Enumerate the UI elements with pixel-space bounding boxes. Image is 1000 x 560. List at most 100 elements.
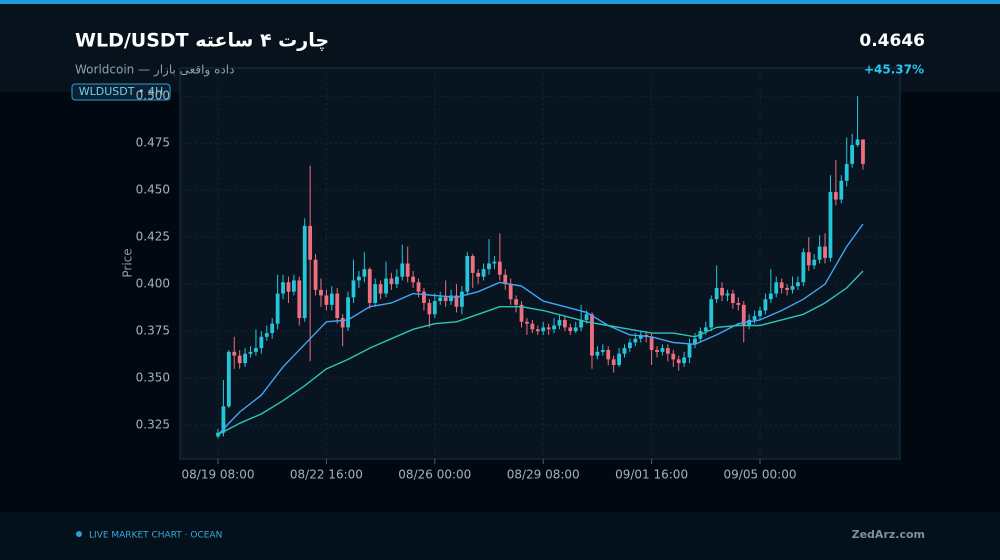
- candle-body: [411, 276, 416, 283]
- candle-body: [817, 246, 822, 260]
- candle-body: [508, 284, 513, 300]
- candle-body: [671, 353, 676, 360]
- candle-body: [595, 351, 600, 356]
- candle-body: [346, 297, 350, 328]
- candle-body: [812, 259, 817, 266]
- y-axis-label: Price: [121, 248, 135, 277]
- candle-body: [573, 327, 578, 332]
- y-tick-label: 0.500: [136, 89, 170, 103]
- title: WLD/USDT چارت ۴ ساعته: [75, 30, 329, 52]
- candle-body: [232, 351, 237, 356]
- candle-body: [741, 304, 746, 326]
- candle-body: [476, 272, 481, 277]
- candle-body: [703, 327, 708, 332]
- candle-body: [324, 295, 329, 305]
- candle-body: [291, 280, 296, 292]
- candle-body: [443, 297, 448, 302]
- candle-body: [367, 269, 372, 303]
- candle-body: [617, 353, 621, 366]
- candle-body: [519, 304, 524, 322]
- candle-body: [731, 293, 735, 303]
- candle-body: [270, 323, 275, 334]
- y-tick-label: 0.475: [136, 136, 170, 150]
- y-tick-label: 0.325: [136, 418, 170, 432]
- candle-body: [405, 263, 410, 277]
- x-tick-label: 08/26 00:00: [398, 468, 471, 482]
- candle-body: [264, 333, 269, 337]
- candle-body: [487, 263, 491, 270]
- candle-body: [611, 359, 616, 366]
- candle-body: [823, 246, 827, 258]
- candle-body: [503, 274, 508, 285]
- candle-body: [384, 278, 388, 294]
- candle-body: [254, 348, 258, 352]
- candle-body: [785, 287, 789, 290]
- candle-body: [579, 319, 584, 328]
- candle-body: [801, 252, 806, 283]
- candle-body: [449, 295, 453, 302]
- candle-body: [541, 327, 546, 332]
- x-tick-label: 09/05 00:00: [724, 468, 797, 482]
- candle-body: [779, 282, 784, 288]
- candle-body: [497, 261, 502, 275]
- candle-body: [568, 327, 573, 332]
- candle-body: [725, 293, 730, 296]
- candle-body: [422, 291, 426, 303]
- candle-body: [329, 293, 334, 305]
- candle-body: [313, 259, 318, 290]
- candle-body: [335, 293, 340, 319]
- candle-body: [525, 321, 529, 324]
- candle-body: [308, 225, 313, 260]
- candle-body: [709, 299, 714, 328]
- candle-body: [297, 280, 302, 319]
- candle-body: [221, 406, 226, 433]
- candle-body: [687, 344, 692, 358]
- candle-body: [839, 180, 844, 200]
- x-tick-label: 08/19 08:00: [182, 468, 255, 482]
- y-tick-label: 0.375: [136, 324, 170, 338]
- candle-body: [736, 302, 741, 305]
- candle-body: [248, 351, 253, 354]
- candle-body: [432, 301, 437, 315]
- candle-body: [655, 349, 659, 352]
- candle-body: [378, 284, 383, 294]
- candle-body: [714, 287, 719, 300]
- candle-body: [844, 163, 849, 181]
- candle-body: [243, 353, 247, 364]
- price: 0.4646: [859, 31, 925, 51]
- candle-body: [226, 351, 231, 407]
- candle-body: [720, 287, 724, 296]
- moving-average: [217, 223, 864, 436]
- candle-body: [481, 269, 486, 277]
- footer-label: LIVE MARKET CHART · OCEAN: [89, 531, 222, 541]
- candle-body: [796, 282, 800, 287]
- candle-body: [470, 255, 475, 273]
- candle-body: [351, 280, 356, 298]
- candle-body: [427, 302, 432, 315]
- candle-body: [319, 289, 323, 296]
- y-tick-label: 0.450: [136, 183, 170, 197]
- candle-body: [828, 192, 833, 258]
- candle-body: [237, 355, 242, 364]
- candle-body: [628, 342, 632, 349]
- x-tick-label: 08/22 16:00: [290, 468, 363, 482]
- candle-body: [416, 282, 421, 292]
- candle-body: [281, 282, 285, 294]
- candle-body: [861, 139, 865, 164]
- candle-body: [530, 323, 535, 330]
- candle-body: [833, 192, 838, 200]
- candle-body: [633, 338, 638, 343]
- candle-body: [389, 278, 394, 285]
- candle-body: [275, 293, 280, 324]
- candle-body: [806, 252, 811, 266]
- candle-body: [758, 310, 762, 317]
- candle-body: [286, 282, 291, 292]
- candle-body: [768, 293, 773, 300]
- candle-body: [454, 295, 459, 307]
- moving-average: [217, 270, 864, 436]
- candle-body: [340, 318, 345, 328]
- candle-body: [747, 319, 752, 326]
- candle-body: [790, 286, 795, 290]
- candle-body: [622, 348, 627, 354]
- candle-body: [590, 314, 594, 356]
